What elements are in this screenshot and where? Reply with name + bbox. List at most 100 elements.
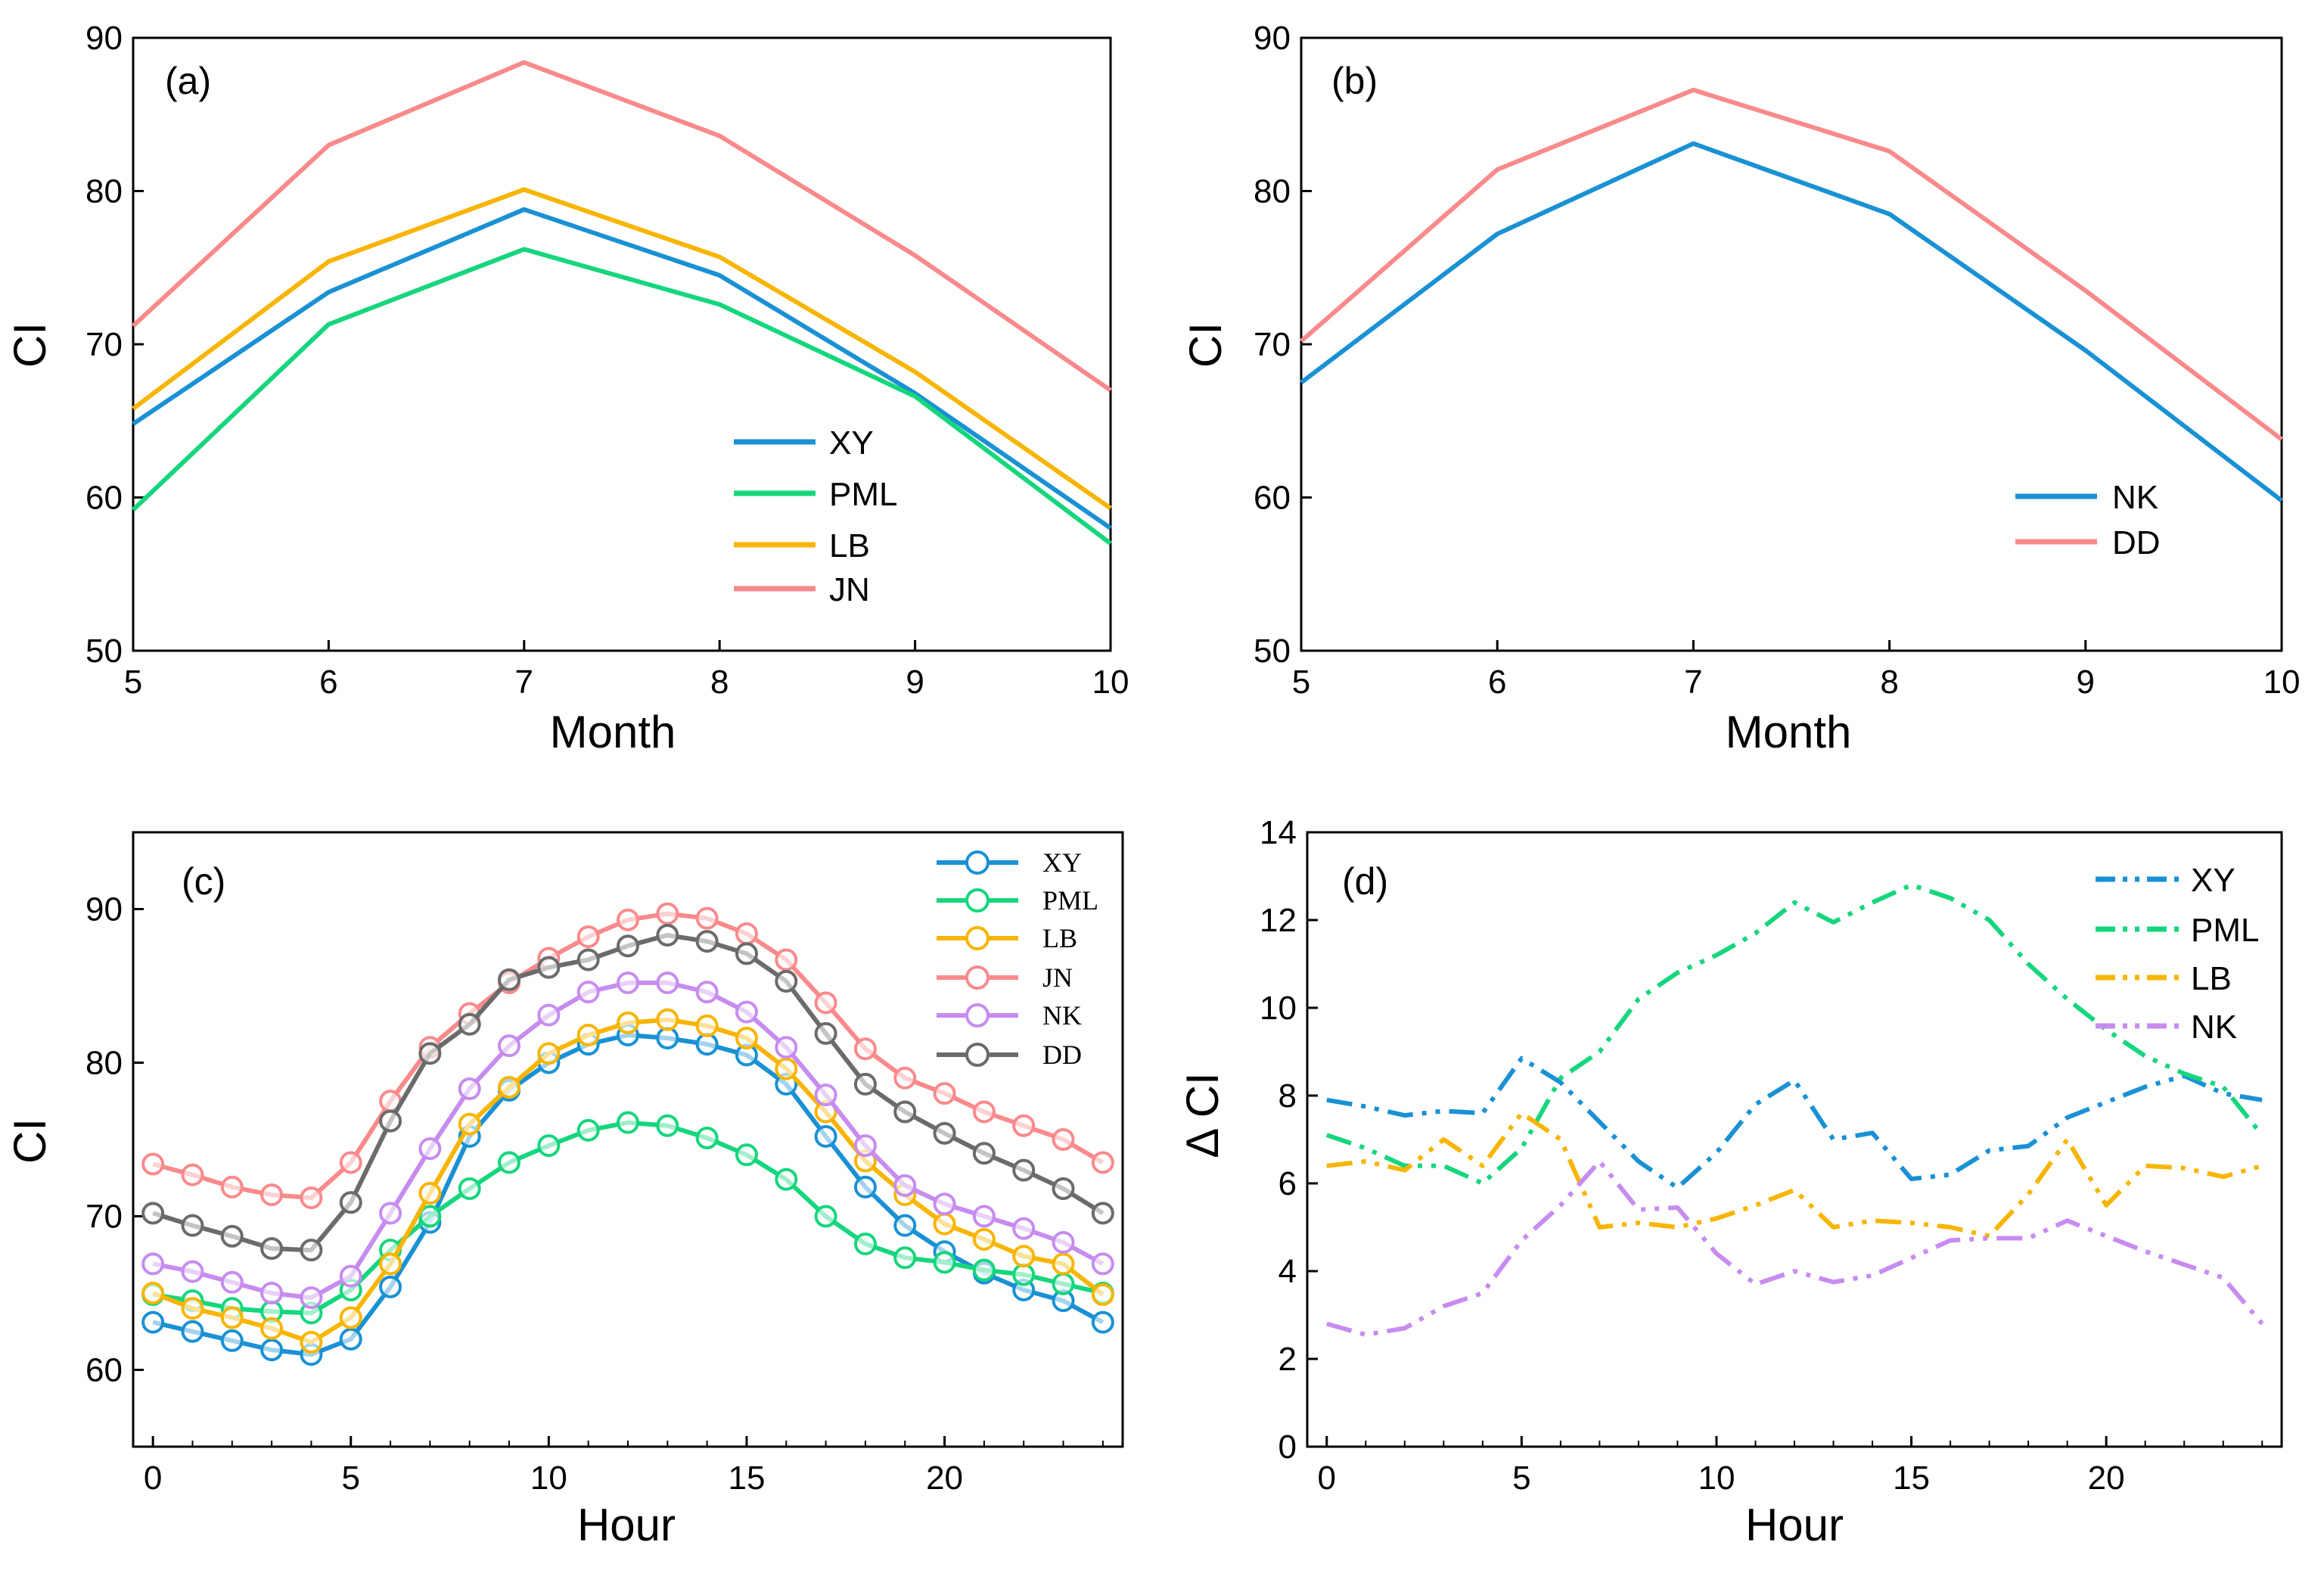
x-tick-label: 0 <box>1318 1460 1336 1497</box>
y-tick-label: 2 <box>1279 1341 1297 1378</box>
data-point-NK <box>141 1252 165 1276</box>
x-tick-label: 15 <box>1893 1460 1930 1497</box>
x-tick-label: 20 <box>2088 1460 2125 1497</box>
data-point-DD <box>1052 1177 1075 1200</box>
data-point-DD <box>339 1191 362 1214</box>
data-point-XY <box>141 1310 165 1334</box>
data-point-DD <box>458 1012 481 1036</box>
x-tick-label: 15 <box>728 1460 765 1497</box>
panel-d: (d) Hour Δ CI 0 5 10 15 20 0 2 4 6 8 10 12 14 XY PM… <box>1177 814 2283 1550</box>
data-point-DD <box>933 1121 956 1145</box>
data-point-NK <box>260 1282 284 1304</box>
data-point-JN <box>933 1082 956 1105</box>
x-tick-label: 8 <box>1880 664 1898 701</box>
data-point-JN <box>617 908 639 931</box>
y-tick-label: 8 <box>1279 1077 1297 1115</box>
data-point-LB <box>220 1306 244 1329</box>
data-point-LB <box>260 1317 284 1340</box>
data-point-NK <box>814 1083 837 1107</box>
panel-a-y-tick-labels: 50 60 70 80 90 <box>85 20 123 670</box>
data-point-LB <box>300 1330 323 1354</box>
panel-b-x-tick-labels: 5 6 7 8 9 10 <box>1292 664 2301 701</box>
data-point-NK <box>775 1036 798 1059</box>
data-point-DD <box>1091 1202 1114 1225</box>
panel-c: (c) Hour CI 0 5 10 15 20 60 70 80 90 XY PML LB … <box>5 831 1124 1550</box>
data-point-DD <box>576 948 600 972</box>
data-point-LB <box>933 1212 956 1236</box>
series-line-NK <box>1300 141 2283 502</box>
data-point-JN <box>695 906 719 930</box>
data-point-XY <box>893 1214 917 1237</box>
x-tick-label: 6 <box>1488 664 1506 701</box>
legend-label-XY: XY <box>2191 862 2235 899</box>
data-point-LB <box>1012 1245 1036 1268</box>
panel-a: (a) Month CI 5 6 7 8 9 10 50 60 70 80 90 XY PML L… <box>5 20 1129 757</box>
data-point-NK <box>972 1205 996 1228</box>
data-point-DD <box>418 1042 442 1065</box>
data-point-PML <box>617 1111 639 1134</box>
y-tick-label: 70 <box>85 326 123 363</box>
data-point-NK <box>1091 1252 1114 1276</box>
data-point-DD <box>617 934 639 958</box>
data-point-XY <box>339 1327 362 1351</box>
panel-c-axes <box>132 831 1124 1448</box>
data-point-PML <box>735 1143 758 1167</box>
panel-d-y-tick-labels: 0 2 4 6 8 10 12 14 <box>1260 814 1297 1466</box>
data-point-NK <box>695 981 719 1004</box>
data-point-PML <box>695 1126 719 1149</box>
data-point-DD <box>220 1224 244 1248</box>
data-point-LB <box>458 1112 481 1136</box>
data-point-PML <box>498 1151 521 1174</box>
y-tick-label: 4 <box>1279 1253 1297 1290</box>
panel-d-x-axis-title: Hour <box>1745 1500 1844 1550</box>
panel-a-label: (a) <box>165 60 211 102</box>
data-point-DD <box>379 1109 402 1133</box>
panel-b-legend: NK DD <box>2015 479 2161 561</box>
panel-d-label: (d) <box>1342 860 1388 903</box>
data-point-LB <box>656 1008 679 1031</box>
data-point-XY <box>853 1175 877 1198</box>
data-point-NK <box>1012 1217 1036 1240</box>
legend-label-XY: XY <box>1042 847 1082 878</box>
data-point-XY <box>814 1124 837 1148</box>
x-tick-label: 5 <box>1292 664 1310 701</box>
series-line-XY <box>1326 1055 2263 1190</box>
y-tick-label: 10 <box>1260 990 1297 1027</box>
data-point-XY <box>220 1329 244 1352</box>
legend-label-LB: LB <box>1042 923 1077 953</box>
panel-c-series <box>141 902 1114 1366</box>
legend-label-PML: PML <box>2191 912 2259 949</box>
data-point-JN <box>260 1183 284 1207</box>
y-tick-label: 60 <box>1254 480 1291 517</box>
legend-label-LB: LB <box>2191 960 2232 997</box>
data-point-LB <box>972 1227 996 1251</box>
data-point-JN <box>1012 1114 1036 1137</box>
x-tick-label: 8 <box>710 664 729 701</box>
data-point-LB <box>181 1297 204 1320</box>
panel-c-x-tick-labels: 0 5 10 15 20 <box>144 1460 963 1497</box>
legend-swatch-XY <box>937 850 1018 875</box>
data-point-PML <box>656 1114 679 1137</box>
data-point-LB <box>498 1075 521 1099</box>
data-point-LB <box>379 1252 402 1276</box>
panel-d-y-axis-title: Δ CI <box>1177 1072 1228 1158</box>
panel-c-legend: XY PML LB JN NK DD <box>937 847 1098 1070</box>
data-point-PML <box>814 1205 837 1228</box>
panel-d-legend: XY PML LB NK <box>2096 862 2259 1046</box>
legend-label-LB: LB <box>829 527 870 564</box>
panel-a-legend: XY PML LB JN <box>734 424 897 608</box>
data-point-PML <box>972 1258 996 1282</box>
y-tick-label: 80 <box>85 1045 123 1082</box>
x-tick-label: 6 <box>319 664 337 701</box>
data-point-JN <box>853 1037 877 1061</box>
data-point-NK <box>1052 1231 1075 1254</box>
data-point-JN <box>814 991 837 1015</box>
data-point-NK <box>735 1000 758 1024</box>
data-point-DD <box>853 1072 877 1096</box>
legend-label-JN: JN <box>1042 962 1073 993</box>
x-tick-label: 5 <box>342 1460 360 1497</box>
data-point-LB <box>418 1182 442 1205</box>
legend-label-DD: DD <box>1042 1040 1082 1070</box>
data-point-DD <box>300 1239 323 1262</box>
data-point-LB <box>141 1282 165 1304</box>
